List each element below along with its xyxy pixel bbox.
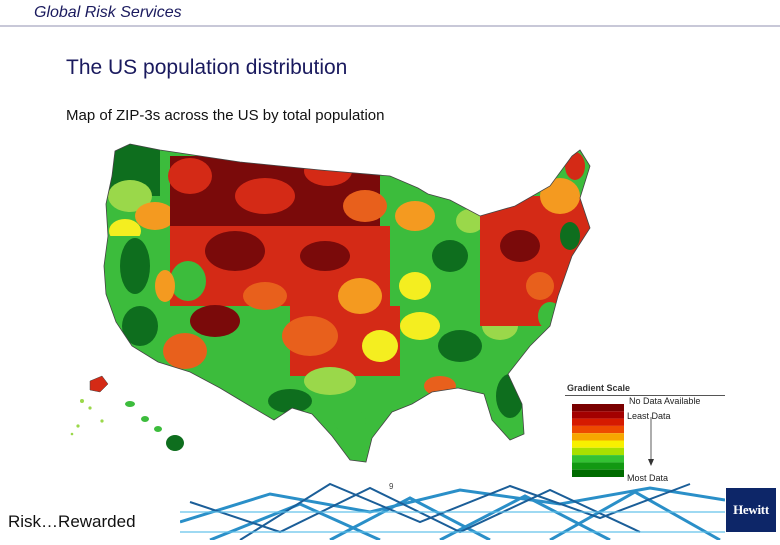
legend-swatches: [572, 404, 624, 477]
legend-swatch: [572, 418, 624, 426]
legend-no-data: No Data Available: [629, 396, 701, 406]
legend-swatch: [572, 447, 624, 456]
legend-swatch: [572, 469, 624, 477]
legend-swatch: [572, 404, 624, 412]
legend-swatch: [572, 411, 624, 419]
mainland-us: [104, 144, 590, 462]
legend-swatch: [572, 425, 624, 434]
page-number: 9: [389, 482, 394, 491]
legend-least-data: Least Data: [627, 411, 671, 421]
legend-divider: [565, 395, 725, 396]
footer-tagline: Risk…Rewarded: [8, 512, 136, 531]
slide-title: The US population distribution: [66, 56, 348, 79]
legend-most-data: Most Data: [627, 473, 669, 483]
slide-subtitle: Map of ZIP-3s across the US by total pop…: [66, 107, 385, 124]
header-divider: [0, 25, 780, 27]
dome-graphic: [179, 482, 726, 542]
legend-swatch: [572, 462, 624, 470]
gradient-scale-legend: Gradient Scale No Data Available Least D…: [565, 383, 730, 483]
legend-swatch: [572, 440, 624, 448]
legend-swatch: [572, 455, 624, 463]
legend-title: Gradient Scale: [567, 383, 631, 393]
hewitt-logo: Hewitt: [726, 488, 776, 532]
header-title: Global Risk Services: [34, 4, 182, 21]
alaska-inset: [70, 375, 109, 436]
hawaii-inset: [125, 401, 184, 451]
legend-swatch: [572, 433, 624, 441]
us-population-map: [60, 136, 600, 481]
